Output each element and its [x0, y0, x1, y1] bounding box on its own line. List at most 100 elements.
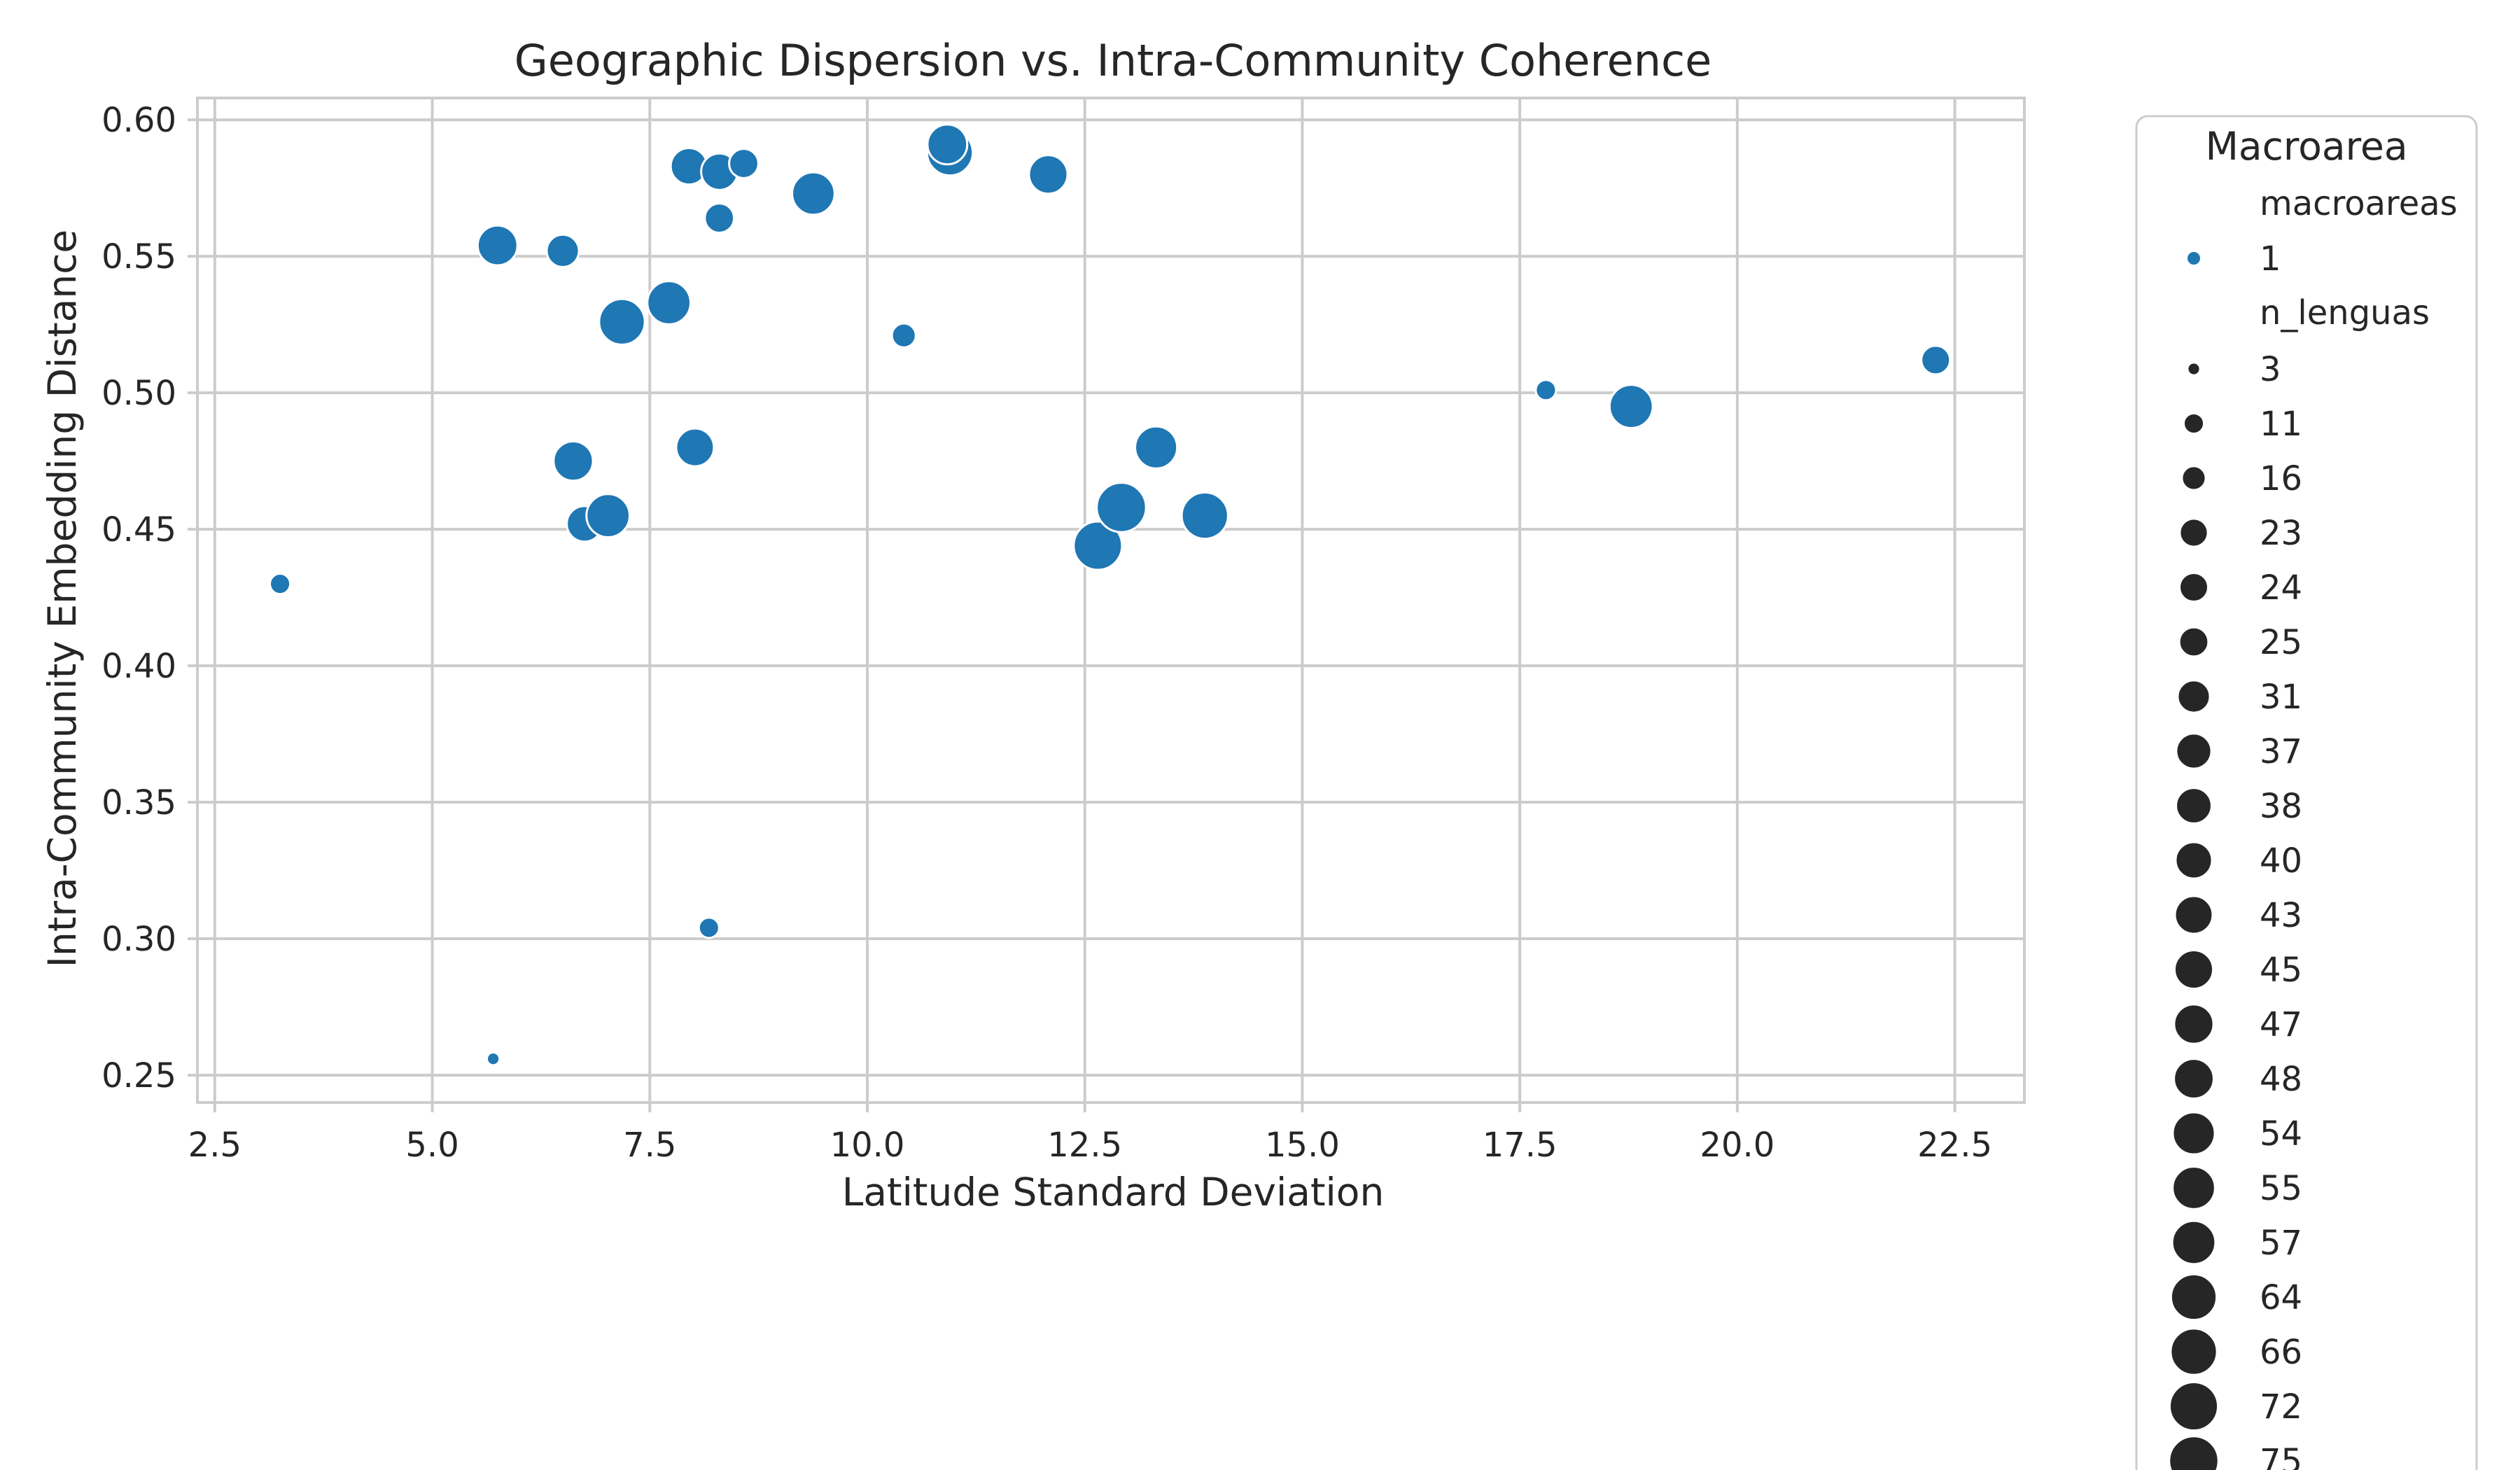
data-point [1028, 154, 1069, 195]
y-tick-labels: 0.25 0.30 0.35 0.40 0.45 0.50 0.55 0.60 [102, 101, 197, 1096]
data-points [269, 123, 1952, 1067]
legend-frame [2135, 115, 2478, 1470]
data-point [485, 1051, 501, 1067]
data-point [1072, 520, 1124, 571]
data-point [1534, 379, 1558, 402]
legend-size-label: 75 [2260, 1442, 2302, 1470]
y-tick-label: 0.35 [102, 783, 176, 822]
legend-size-label: 25 [2260, 623, 2302, 662]
legend-size-label: 31 [2260, 678, 2302, 717]
x-tick-label: 12.5 [1047, 1126, 1122, 1165]
y-tick-label: 0.55 [102, 237, 176, 276]
legend-size-label: 23 [2260, 514, 2302, 553]
legend-size-label: 66 [2260, 1333, 2302, 1372]
legend-size-entries: 3 11 16 23 24 25 31 37 38 40 43 45 47 48 54 55 57 64 66 72 7… [2168, 350, 2302, 1470]
x-tick-label: 5.0 [405, 1126, 458, 1165]
legend-hue-header: macroareas [2260, 184, 2458, 223]
y-tick-label: 0.45 [102, 510, 176, 550]
legend-size-marker [2173, 1003, 2215, 1045]
y-tick-label: 0.60 [102, 101, 176, 140]
data-point [704, 202, 736, 234]
legend-title: Macroarea [2205, 124, 2407, 169]
legend-size-header: n_lenguas [2260, 293, 2430, 332]
legend-size-marker [2169, 1273, 2218, 1322]
legend-hue-label: 1 [2260, 239, 2281, 279]
x-tick-label: 20.0 [1700, 1126, 1774, 1165]
data-point [476, 224, 519, 267]
data-point [585, 493, 631, 538]
y-tick-label: 0.25 [102, 1056, 176, 1096]
data-point [697, 916, 720, 939]
data-point [545, 233, 580, 268]
y-tick-label: 0.30 [102, 920, 176, 959]
legend-size-marker [2168, 1435, 2220, 1470]
legend-size-label: 24 [2260, 568, 2302, 608]
data-point [728, 148, 760, 179]
legend-size-label: 57 [2260, 1224, 2302, 1263]
x-tick-label: 10.0 [830, 1126, 905, 1165]
legend-size-marker [2186, 361, 2202, 377]
data-point [552, 440, 594, 482]
data-point [1920, 344, 1952, 376]
legend-size-label: 37 [2260, 732, 2302, 771]
x-tick-label: 15.0 [1265, 1126, 1340, 1165]
legend-size-label: 64 [2260, 1278, 2302, 1317]
legend-size-label: 55 [2260, 1169, 2302, 1208]
legend-hue-entries: 1 [2186, 239, 2281, 279]
data-point [675, 427, 715, 468]
data-point [1134, 425, 1179, 470]
data-point [791, 171, 836, 216]
plot-area-frame [196, 97, 2026, 1104]
legend-size-marker [2175, 732, 2213, 770]
x-tick-label: 2.5 [188, 1126, 241, 1165]
legend-size-label: 72 [2260, 1387, 2302, 1427]
legend-size-marker [2171, 1111, 2216, 1156]
legend-size-marker [2171, 1219, 2217, 1266]
legend-size-marker [2178, 571, 2210, 603]
legend-size-marker [2173, 948, 2215, 990]
legend-size-marker [2182, 412, 2206, 435]
y-tick-label: 0.50 [102, 374, 176, 413]
y-tick-label: 0.40 [102, 647, 176, 686]
legend-size-label: 16 [2260, 459, 2302, 498]
legend-size-marker [2173, 1058, 2215, 1100]
x-tick-label: 22.5 [1917, 1126, 1992, 1165]
x-tick-label: 17.5 [1483, 1126, 1558, 1165]
data-point [1180, 491, 1229, 540]
data-point [598, 298, 646, 346]
x-tick-label: 7.5 [623, 1126, 676, 1165]
chart-title: Geographic Dispersion vs. Intra-Communit… [514, 35, 1712, 86]
y-axis-label: Intra-Community Embedding Distance [40, 230, 85, 968]
x-axis-label: Latitude Standard Deviation [842, 1170, 1385, 1214]
legend-hue-marker [2186, 251, 2202, 266]
legend-size-marker [2178, 626, 2210, 658]
legend-size-marker [2176, 679, 2211, 714]
data-point [1608, 384, 1654, 429]
legend-size-label: 38 [2260, 787, 2302, 826]
data-point [890, 322, 917, 349]
legend-size-label: 47 [2260, 1005, 2302, 1044]
legend-size-label: 45 [2260, 951, 2302, 990]
data-point [1096, 482, 1147, 533]
legend-size-label: 48 [2260, 1060, 2302, 1099]
legend-size-marker [2174, 841, 2213, 880]
legend-size-marker [2180, 465, 2207, 491]
legend-size-label: 11 [2260, 405, 2302, 444]
x-tick-labels: 2.5 5.0 7.5 10.0 12.5 15.0 17.5 20.0 22.5 [188, 1102, 1992, 1165]
legend-size-label: 3 [2260, 350, 2281, 389]
data-point [269, 573, 292, 596]
legend-size-marker [2168, 1380, 2220, 1432]
legend-size-marker [2171, 1166, 2216, 1210]
legend-size-marker [2169, 1327, 2218, 1376]
data-point [646, 280, 692, 326]
legend-size-label: 43 [2260, 896, 2302, 935]
legend-size-marker [2174, 895, 2214, 935]
legend-size-marker [2175, 787, 2213, 825]
legend-size-label: 54 [2260, 1114, 2302, 1154]
legend-size-label: 40 [2260, 841, 2302, 881]
legend: Macroarea macroareas n_lenguas 1 3 11 16 23… [2135, 115, 2478, 1470]
data-point [926, 123, 969, 166]
legend-size-marker [2178, 517, 2209, 548]
